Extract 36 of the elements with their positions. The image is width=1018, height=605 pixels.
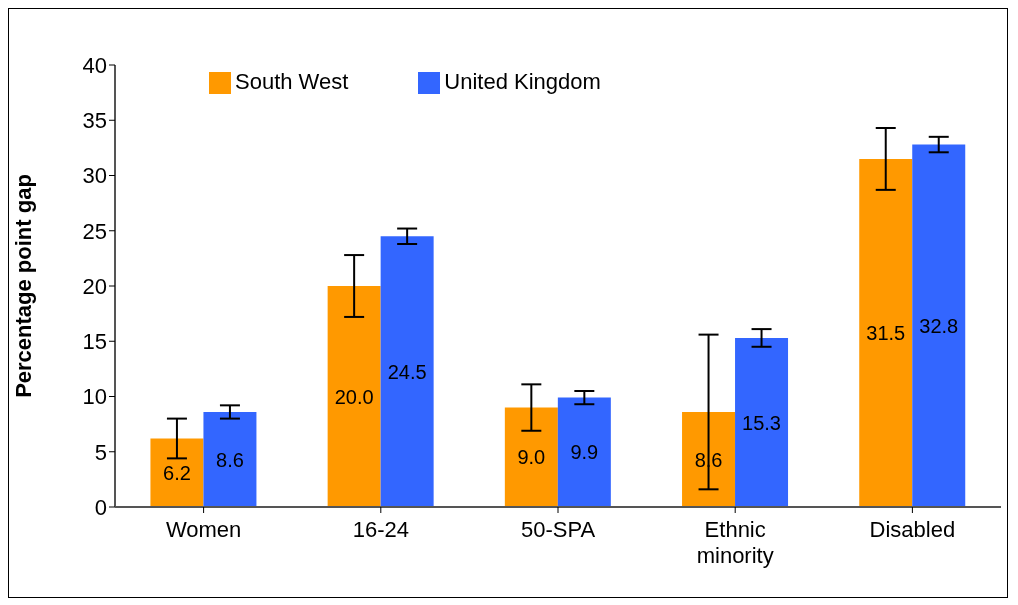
data-label: 9.0	[517, 446, 546, 469]
data-label: 15.3	[742, 411, 782, 434]
y-tick-label: 15	[82, 329, 107, 355]
y-axis-title: Percentage point gap	[10, 174, 36, 398]
x-tick-label: 50-SPA	[520, 517, 596, 542]
bar	[859, 158, 913, 507]
y-tick-label: 30	[82, 163, 107, 189]
y-tick-label: 40	[82, 52, 107, 78]
bar	[380, 236, 434, 507]
x-tick-label: Ethnic minority	[696, 517, 774, 568]
bar	[327, 286, 381, 507]
bar	[557, 397, 611, 507]
bar	[504, 407, 558, 507]
bar	[203, 411, 257, 507]
bar	[150, 438, 204, 507]
legend-label: South West	[235, 69, 349, 94]
bar	[912, 144, 966, 507]
legend-label: United Kingdom	[444, 69, 601, 94]
data-label: 32.8	[919, 314, 959, 337]
data-label: 8.6	[216, 448, 244, 471]
x-tick-label: 16-24	[352, 517, 409, 542]
y-tick-label: 35	[82, 108, 107, 134]
y-tick-label: 0	[94, 494, 107, 520]
x-tick-label: Disabled	[869, 517, 956, 542]
x-tick-label: Women	[165, 517, 242, 542]
data-label: 24.5	[387, 360, 427, 383]
y-tick-label: 10	[82, 384, 107, 410]
data-label: 20.0	[334, 385, 374, 408]
bar	[735, 337, 789, 507]
y-tick-label: 25	[82, 218, 107, 244]
y-tick-label: 5	[94, 439, 107, 465]
data-label: 6.2	[163, 461, 191, 484]
bar	[682, 411, 736, 507]
y-tick-label: 20	[82, 273, 107, 299]
data-label: 9.9	[570, 441, 599, 464]
data-label: 31.5	[866, 322, 906, 345]
